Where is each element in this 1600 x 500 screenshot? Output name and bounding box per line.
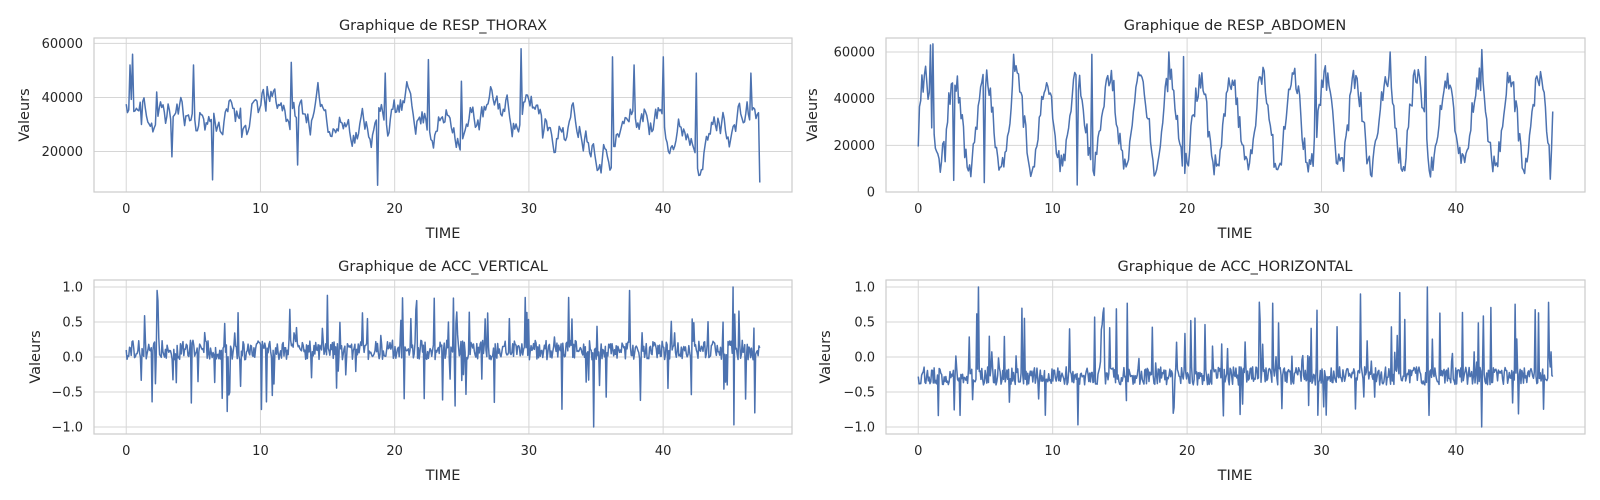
y-tick-label: −1.0 xyxy=(843,421,875,436)
x-tick-label: 40 xyxy=(1448,202,1465,217)
x-axis-label: TIME xyxy=(1217,226,1253,242)
x-tick-label: 20 xyxy=(1179,444,1196,459)
y-tick-label: −0.5 xyxy=(51,386,83,401)
x-tick-label: 0 xyxy=(914,444,922,459)
x-tick-label: 40 xyxy=(655,444,672,459)
y-tick-label: 0.0 xyxy=(854,351,875,366)
y-tick-label: 20000 xyxy=(42,145,83,160)
y-tick-label: −1.0 xyxy=(51,421,83,436)
series-line xyxy=(917,43,1554,186)
x-axis-label: TIME xyxy=(425,468,461,484)
axes-frame xyxy=(885,37,1586,193)
y-tick-label: 0.5 xyxy=(854,316,875,331)
y-tick-label: 1.0 xyxy=(62,281,83,296)
y-tick-label: 0.0 xyxy=(62,351,83,366)
x-tick-label: 30 xyxy=(1313,202,1330,217)
x-tick-label: 10 xyxy=(252,444,269,459)
y-tick-label: 60000 xyxy=(834,46,875,61)
x-tick-label: 10 xyxy=(1044,202,1061,217)
x-tick-label: 30 xyxy=(521,444,538,459)
x-tick-label: 30 xyxy=(1313,444,1330,459)
x-tick-label: 0 xyxy=(914,202,922,217)
y-axis-label: Valeurs xyxy=(28,330,44,383)
series-line xyxy=(125,48,761,186)
x-tick-label: 40 xyxy=(1448,444,1465,459)
x-tick-label: 0 xyxy=(122,202,130,217)
y-tick-label: 1.0 xyxy=(854,281,875,296)
y-tick-label: 0.5 xyxy=(62,316,83,331)
x-tick-label: 0 xyxy=(122,444,130,459)
y-tick-label: 60000 xyxy=(42,37,83,52)
panel-title: Graphique de RESP_THORAX xyxy=(339,18,547,34)
y-axis-label: Valeurs xyxy=(805,88,821,141)
x-axis-label: TIME xyxy=(425,226,461,242)
plot-area xyxy=(886,38,1585,192)
y-tick-label: 40000 xyxy=(42,91,83,106)
x-tick-label: 30 xyxy=(521,202,538,217)
panel-title: Graphique de RESP_ABDOMEN xyxy=(1124,18,1347,34)
panel-resp-thorax: Graphique de RESP_THORAX Valeurs TIME 0 1… xyxy=(17,18,793,242)
x-tick-label: 20 xyxy=(1179,202,1196,217)
x-axis-label: TIME xyxy=(1217,468,1253,484)
axes-frame xyxy=(93,37,793,193)
panel-acc-horizontal: Graphique de ACC_HORIZONTAL Valeurs TIME… xyxy=(818,259,1586,484)
panel-title: Graphique de ACC_VERTICAL xyxy=(338,259,548,275)
plot-area xyxy=(94,38,792,192)
panel-resp-abdomen: Graphique de RESP_ABDOMEN Valeurs TIME 0… xyxy=(805,18,1586,242)
panel-acc-vertical: Graphique de ACC_VERTICAL Valeurs TIME 0… xyxy=(28,259,793,484)
axes-frame xyxy=(93,279,793,435)
y-tick-label: 40000 xyxy=(834,92,875,107)
x-tick-label: 20 xyxy=(386,444,403,459)
y-tick-label: 20000 xyxy=(834,139,875,154)
x-tick-label: 10 xyxy=(252,202,269,217)
y-axis-label: Valeurs xyxy=(818,330,834,383)
panel-title: Graphique de ACC_HORIZONTAL xyxy=(1118,259,1353,275)
y-axis-label: Valeurs xyxy=(17,88,33,141)
x-tick-label: 20 xyxy=(386,202,403,217)
y-tick-label: −0.5 xyxy=(843,386,875,401)
x-tick-label: 10 xyxy=(1044,444,1061,459)
x-tick-label: 40 xyxy=(655,202,672,217)
series-line xyxy=(917,286,1554,428)
series-line xyxy=(125,286,761,428)
axes-frame xyxy=(885,279,1586,435)
y-tick-label: 0 xyxy=(867,186,875,201)
